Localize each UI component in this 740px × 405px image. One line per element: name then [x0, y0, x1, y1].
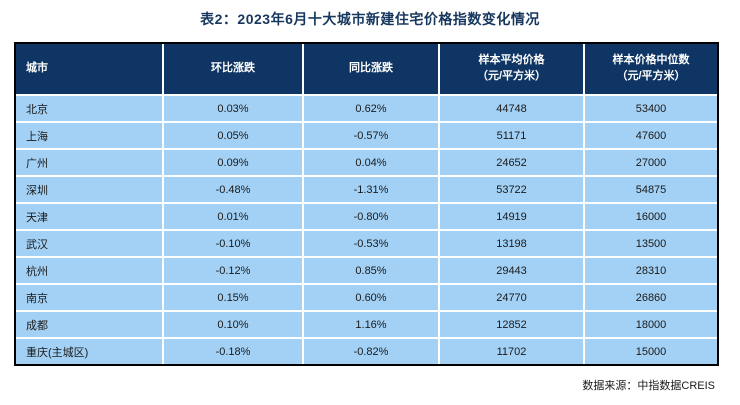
mom-change-cell: 0.03%	[164, 96, 304, 123]
city-cell: 重庆(主城区)	[16, 339, 164, 364]
city-cell: 武汉	[16, 231, 164, 258]
header-median-price: 样本价格中位数 （元/平方米）	[585, 44, 717, 96]
median-price-cell: 15000	[585, 339, 717, 364]
yoy-change-cell: 0.60%	[304, 285, 440, 312]
city-cell: 深圳	[16, 177, 164, 204]
header-avg-price-unit: （元/平方米）	[476, 70, 547, 82]
table-row: 南京 0.15% 0.60% 24770 26860	[16, 285, 717, 312]
avg-price-cell: 53722	[440, 177, 585, 204]
city-cell: 北京	[16, 96, 164, 123]
city-cell: 广州	[16, 150, 164, 177]
mom-change-cell: 0.15%	[164, 285, 304, 312]
avg-price-cell: 51171	[440, 123, 585, 150]
table-body: 北京 0.03% 0.62% 44748 53400 上海 0.05% -0.57% 51171…	[16, 96, 717, 364]
mom-change-cell: 0.01%	[164, 204, 304, 231]
yoy-change-cell: 0.62%	[304, 96, 440, 123]
header-city: 城市	[16, 44, 164, 96]
table-title: 表2：2023年6月十大城市新建住宅价格指数变化情况	[200, 11, 540, 27]
mom-change-cell: -0.18%	[164, 339, 304, 364]
median-price-cell: 54875	[585, 177, 717, 204]
avg-price-cell: 29443	[440, 258, 585, 285]
avg-price-cell: 44748	[440, 96, 585, 123]
median-price-cell: 18000	[585, 312, 717, 339]
median-price-cell: 47600	[585, 123, 717, 150]
avg-price-cell: 24770	[440, 285, 585, 312]
mom-change-cell: 0.05%	[164, 123, 304, 150]
table-row: 上海 0.05% -0.57% 51171 47600	[16, 123, 717, 150]
yoy-change-cell: -0.57%	[304, 123, 440, 150]
mom-change-cell: -0.12%	[164, 258, 304, 285]
avg-price-cell: 14919	[440, 204, 585, 231]
mom-change-cell: -0.10%	[164, 231, 304, 258]
header-yoy-label: 同比涨跌	[349, 62, 393, 75]
median-price-cell: 13500	[585, 231, 717, 258]
city-cell: 南京	[16, 285, 164, 312]
mom-change-cell: 0.09%	[164, 150, 304, 177]
yoy-change-cell: 0.85%	[304, 258, 440, 285]
table-row: 天津 0.01% -0.80% 14919 16000	[16, 204, 717, 231]
avg-price-cell: 13198	[440, 231, 585, 258]
median-price-cell: 16000	[585, 204, 717, 231]
table-row: 广州 0.09% 0.04% 24652 27000	[16, 150, 717, 177]
mom-change-cell: -0.48%	[164, 177, 304, 204]
mom-change-cell: 0.10%	[164, 312, 304, 339]
header-avg-price-label: 样本平均价格	[478, 54, 545, 67]
table-row: 深圳 -0.48% -1.31% 53722 54875	[16, 177, 717, 204]
yoy-change-cell: -1.31%	[304, 177, 440, 204]
table-row: 杭州 -0.12% 0.85% 29443 28310	[16, 258, 717, 285]
city-cell: 杭州	[16, 258, 164, 285]
city-cell: 成都	[16, 312, 164, 339]
price-index-table: 城市 环比涨跌 同比涨跌 样本平均价格 （元/平方米） 样本价格中位数 （元/平…	[14, 42, 719, 366]
data-source-note: 数据来源：中指数据CREIS	[582, 380, 715, 392]
header-avg-price: 样本平均价格 （元/平方米）	[440, 44, 585, 96]
header-mom-change: 环比涨跌	[164, 44, 304, 96]
header-median-price-label: 样本价格中位数	[612, 54, 690, 67]
header-row: 城市 环比涨跌 同比涨跌 样本平均价格 （元/平方米） 样本价格中位数 （元/平…	[16, 44, 717, 96]
yoy-change-cell: 0.04%	[304, 150, 440, 177]
table-row: 北京 0.03% 0.62% 44748 53400	[16, 96, 717, 123]
median-price-cell: 53400	[585, 96, 717, 123]
median-price-cell: 28310	[585, 258, 717, 285]
table-header: 城市 环比涨跌 同比涨跌 样本平均价格 （元/平方米） 样本价格中位数 （元/平…	[16, 44, 717, 96]
median-price-cell: 27000	[585, 150, 717, 177]
yoy-change-cell: -0.80%	[304, 204, 440, 231]
avg-price-cell: 24652	[440, 150, 585, 177]
table-row: 重庆(主城区) -0.18% -0.82% 11702 15000	[16, 339, 717, 364]
city-cell: 天津	[16, 204, 164, 231]
table-row: 成都 0.10% 1.16% 12852 18000	[16, 312, 717, 339]
yoy-change-cell: -0.82%	[304, 339, 440, 364]
table-row: 武汉 -0.10% -0.53% 13198 13500	[16, 231, 717, 258]
yoy-change-cell: 1.16%	[304, 312, 440, 339]
avg-price-cell: 12852	[440, 312, 585, 339]
median-price-cell: 26860	[585, 285, 717, 312]
avg-price-cell: 11702	[440, 339, 585, 364]
header-mom-label: 环比涨跌	[211, 62, 255, 75]
header-city-label: 城市	[26, 62, 48, 75]
yoy-change-cell: -0.53%	[304, 231, 440, 258]
city-cell: 上海	[16, 123, 164, 150]
header-median-price-unit: （元/平方米）	[616, 70, 686, 82]
header-yoy-change: 同比涨跌	[304, 44, 440, 96]
